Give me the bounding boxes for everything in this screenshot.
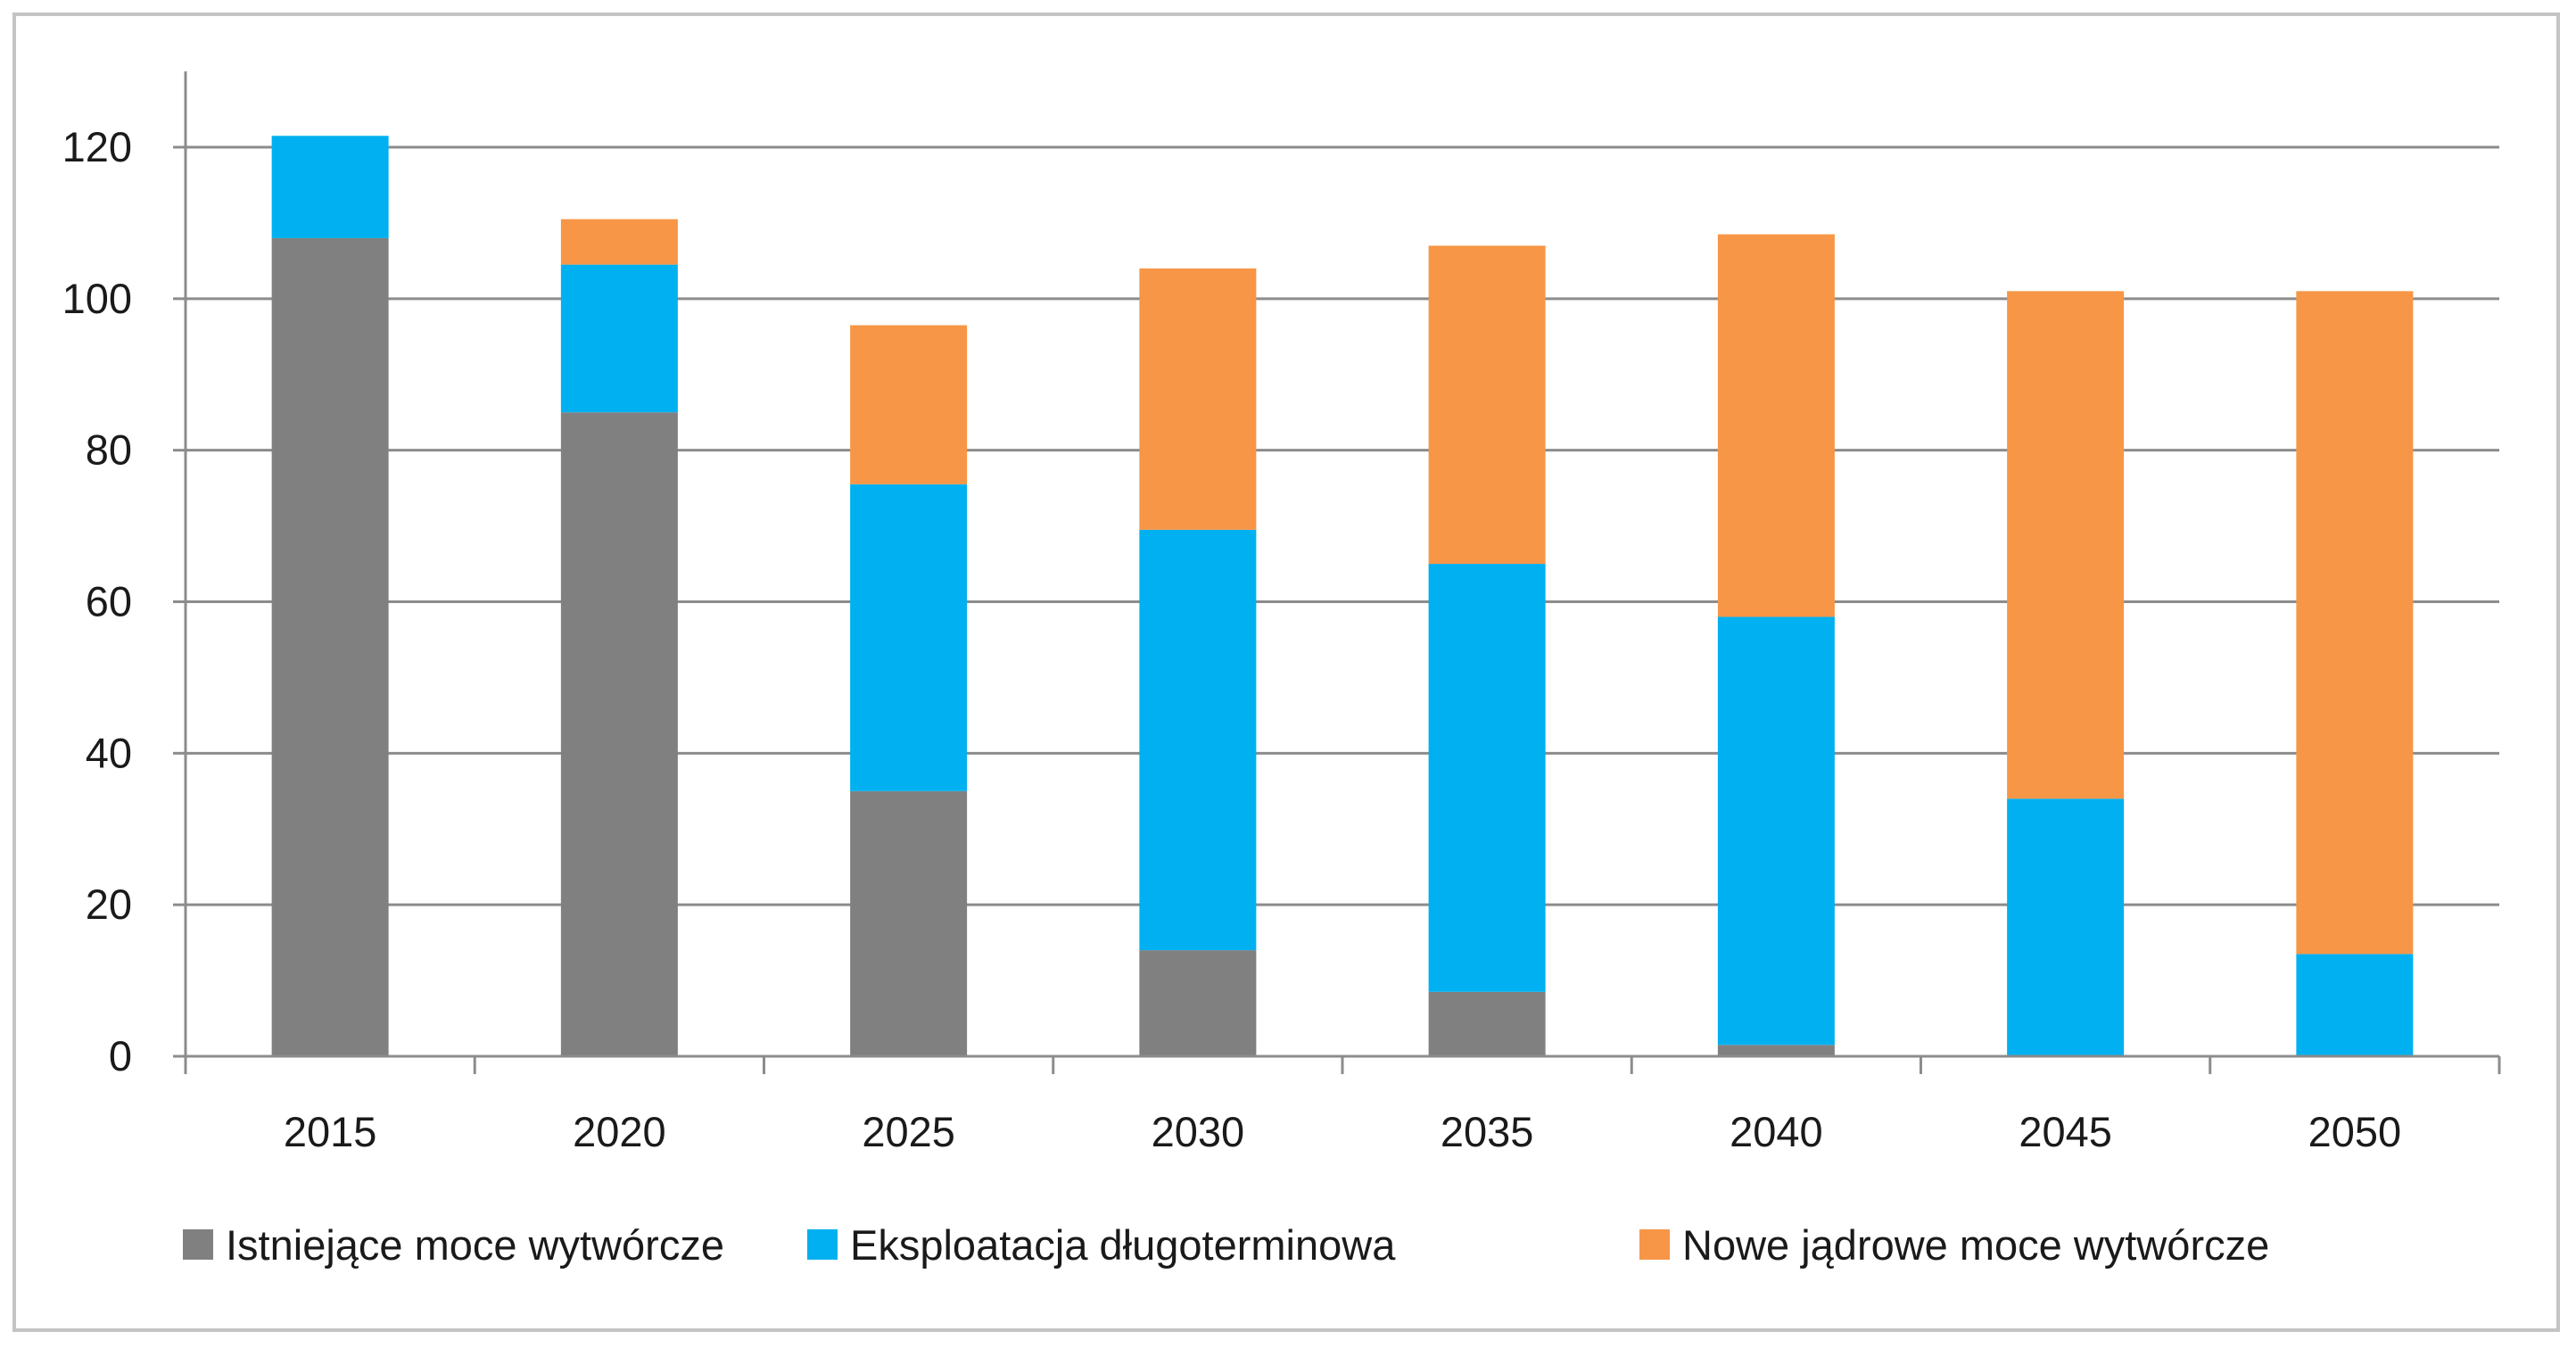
bar-2035-series-1	[1428, 991, 1546, 1056]
bar-2030-series-3	[1139, 268, 1257, 530]
bar-2025-series-2	[850, 484, 968, 791]
chart-frame	[12, 12, 2560, 1332]
bar-2040-series-3	[1717, 234, 1835, 617]
bar-2025-series-1	[850, 790, 968, 1056]
bar-2030-series-1	[1139, 950, 1257, 1056]
bar-2015-series-1	[271, 237, 389, 1056]
bar-2020-series-2	[560, 264, 678, 413]
bar-2020-series-3	[560, 219, 678, 265]
y-tick-label-40: 40	[86, 729, 132, 776]
bar-2020-series-1	[560, 412, 678, 1056]
gridlines	[186, 145, 2499, 906]
y-tick-label-0: 0	[109, 1032, 132, 1079]
x-tick-label-2050: 2050	[2308, 1108, 2402, 1155]
y-tick-label-60: 60	[86, 578, 132, 625]
bar-2025-series-3	[850, 325, 968, 484]
x-tick-label-2040: 2040	[1730, 1108, 1823, 1155]
y-tick-label-20: 20	[86, 881, 132, 928]
y-tick-label-80: 80	[86, 426, 132, 474]
x-tick-label-2045: 2045	[2019, 1108, 2112, 1155]
bar-2045-series-3	[2007, 291, 2125, 799]
y-tick-label-100: 100	[62, 275, 132, 322]
bars	[271, 136, 2414, 1056]
bar-2045-series-2	[2007, 798, 2125, 1056]
bar-2040-series-2	[1717, 616, 1835, 1046]
legend: Istniejące moce wytwórcze Eksploatacja dł…	[183, 1221, 2269, 1269]
bar-2050-series-2	[2296, 954, 2414, 1056]
x-tick-label-2035: 2035	[1441, 1108, 1534, 1155]
bar-2035-series-3	[1428, 245, 1546, 565]
legend-swatch-2	[807, 1229, 838, 1260]
bar-2050-series-3	[2296, 291, 2414, 955]
legend-label-1: Istniejące moce wytwórcze	[226, 1221, 724, 1269]
x-tick-label-2025: 2025	[862, 1108, 955, 1155]
x-tick-label-2030: 2030	[1152, 1108, 1245, 1155]
bar-2015-series-2	[271, 136, 389, 238]
y-tick-label-120: 120	[62, 123, 132, 170]
axes	[173, 71, 2501, 1074]
x-tick-label-2020: 2020	[573, 1108, 666, 1155]
legend-label-2: Eksploatacja długoterminowa	[850, 1221, 1396, 1269]
legend-label-3: Nowe jądrowe moce wytwórcze	[1682, 1221, 2269, 1269]
bar-2040-series-1	[1717, 1045, 1835, 1056]
bar-2030-series-2	[1139, 529, 1257, 951]
bar-2035-series-2	[1428, 564, 1546, 992]
legend-swatch-1	[183, 1229, 213, 1260]
x-tick-label-2015: 2015	[284, 1108, 377, 1155]
legend-swatch-3	[1639, 1229, 1670, 1260]
